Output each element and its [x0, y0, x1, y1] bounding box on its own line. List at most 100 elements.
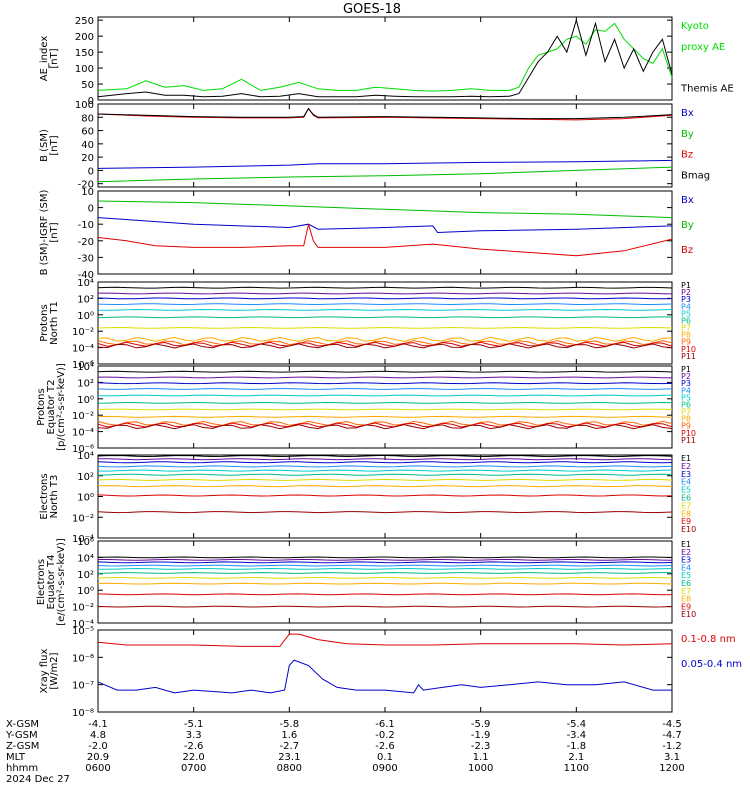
ytick-label-bigrf-4: 0 [88, 204, 94, 215]
legend-ae-3: Themis AE [680, 83, 734, 94]
ylabel-xray-0: Xray flux [39, 649, 50, 694]
legend-p2-3: P4 [681, 386, 691, 395]
legend-p1-6: P7 [681, 324, 691, 333]
ephem-value-1-0: 4.8 [90, 730, 106, 741]
ytick-label-p1-3: 10⁰ [77, 311, 94, 322]
legend-p2-1: P2 [681, 372, 691, 381]
legend-p2-9: P10 [681, 429, 696, 438]
legend-e2-8: E9 [681, 602, 691, 611]
series-e2-2 [97, 561, 673, 564]
ephem-label-2: Z-GSM [6, 741, 39, 752]
ytick-label-bsm-4: 60 [81, 127, 94, 138]
series-p2-5 [97, 401, 673, 404]
ephem-value-3-0: 20.9 [87, 752, 109, 763]
ytick-label-bsm-2: 20 [81, 153, 94, 164]
ephem-value-1-5: -3.4 [567, 730, 587, 741]
ytick-label-p1-5: 10⁴ [77, 278, 94, 289]
legend-xray-0: 0.1-0.8 nm [681, 634, 736, 645]
series-e1-8 [97, 494, 673, 497]
legend-p1-5: P6 [681, 316, 691, 325]
ytick-label-e2-0: 10⁻⁴ [72, 619, 94, 630]
ephem-value-1-4: -1.9 [471, 730, 491, 741]
ephem-value-2-4: -2.3 [471, 741, 491, 752]
legend-p2-8: P9 [681, 422, 691, 431]
legend-e1-3: E4 [681, 478, 691, 487]
legend-p1-3: P4 [681, 302, 691, 311]
ylabel-p1-1: North T1 [49, 301, 60, 345]
ytick-label-bigrf-2: -20 [78, 237, 94, 248]
series-e2-9 [97, 605, 673, 608]
legend-p1-0: P1 [681, 281, 691, 290]
series-e1-0 [97, 454, 673, 458]
ephem-value-3-5: 2.1 [568, 752, 584, 763]
ytick-label-xray-1: 10⁻⁷ [72, 681, 94, 692]
ytick-label-bsm-3: 40 [81, 140, 94, 151]
ephem-date: 2024 Dec 27 [6, 774, 70, 785]
ylabel-ae-1: [nT] [49, 48, 60, 68]
legend-p1-7: P8 [681, 331, 691, 340]
panel-frame-p1 [97, 281, 673, 365]
legend-e2-5: E6 [681, 579, 691, 588]
series-p1-1 [98, 292, 673, 295]
ylabel-xray-1: [W/m2] [49, 652, 60, 689]
panel-frame-e1 [97, 454, 673, 539]
ytick-label-ae-1: 50 [81, 80, 94, 91]
series-p1-6 [97, 326, 673, 329]
ytick-label-bigrf-0: -40 [78, 270, 94, 281]
series-ae-1 [97, 18, 673, 98]
ephem-value-4-2: 0800 [277, 763, 302, 774]
legend-e1-9: E10 [681, 525, 696, 534]
series-e1-2 [97, 461, 673, 464]
ephem-value-2-2: -2.7 [280, 741, 300, 752]
ytick-label-e1-0: 10⁻⁴ [72, 534, 94, 545]
legend-e1-6: E7 [681, 501, 691, 510]
series-p2-0 [97, 370, 673, 373]
legend-e1-7: E8 [681, 509, 691, 518]
series-e1-6 [97, 478, 673, 481]
panel-frame-xray [97, 629, 673, 713]
ephem-value-0-3: -6.1 [375, 719, 395, 730]
series-xray-0 [97, 633, 673, 647]
series-p2-2 [97, 382, 673, 385]
ephem-value-0-5: -5.4 [567, 719, 587, 730]
ephem-value-2-6: -1.2 [662, 741, 682, 752]
series-e2-4 [97, 567, 673, 570]
series-p1-4 [97, 308, 673, 311]
series-bsm-3 [97, 107, 673, 120]
legend-p2-4: P5 [681, 393, 691, 402]
ytick-label-e1-1: 10⁻² [72, 513, 94, 524]
legend-p1-2: P3 [681, 295, 691, 304]
legend-p1-1: P2 [681, 288, 691, 297]
legend-bigrf-0: Bx [681, 195, 694, 206]
legend-e2-6: E7 [681, 587, 691, 596]
ytick-label-e2-2: 10⁰ [77, 586, 94, 597]
ytick-label-p2-5: 10⁴ [77, 362, 94, 373]
ephem-value-1-3: -0.2 [375, 730, 395, 741]
series-bigrf-1 [97, 200, 673, 219]
legend-bsm-3: Bmag [681, 170, 710, 181]
ytick-label-bsm-6: 100 [75, 100, 94, 111]
series-e1-7 [97, 485, 673, 488]
legend-p2-0: P1 [681, 365, 691, 374]
series-p1-5 [97, 316, 673, 319]
ytick-label-ae-4: 200 [75, 32, 94, 43]
legend-e2-7: E8 [681, 595, 691, 604]
ytick-label-ae-5: 250 [75, 16, 94, 27]
series-p2-1 [98, 376, 673, 379]
ephem-value-3-6: 3.1 [664, 752, 680, 763]
ephem-label-3: MLT [6, 752, 26, 763]
legend-ae-0: Kyoto [681, 21, 709, 32]
series-p1-10 [97, 343, 673, 349]
ytick-label-bigrf-1: -30 [78, 253, 94, 264]
ytick-label-bsm-5: 80 [81, 113, 94, 124]
series-e1-9 [97, 511, 673, 514]
plot-title: GOES-18 [343, 2, 401, 17]
ytick-label-ae-2: 100 [75, 64, 94, 75]
series-p2-10 [97, 424, 673, 430]
ephem-value-1-6: -4.7 [662, 730, 682, 741]
series-e2-3 [97, 564, 673, 567]
ylabel-bigrf-1: [nT] [49, 222, 60, 242]
ylabel-p2-1: Equator T2 [46, 380, 57, 435]
series-bigrf-2 [97, 224, 673, 257]
